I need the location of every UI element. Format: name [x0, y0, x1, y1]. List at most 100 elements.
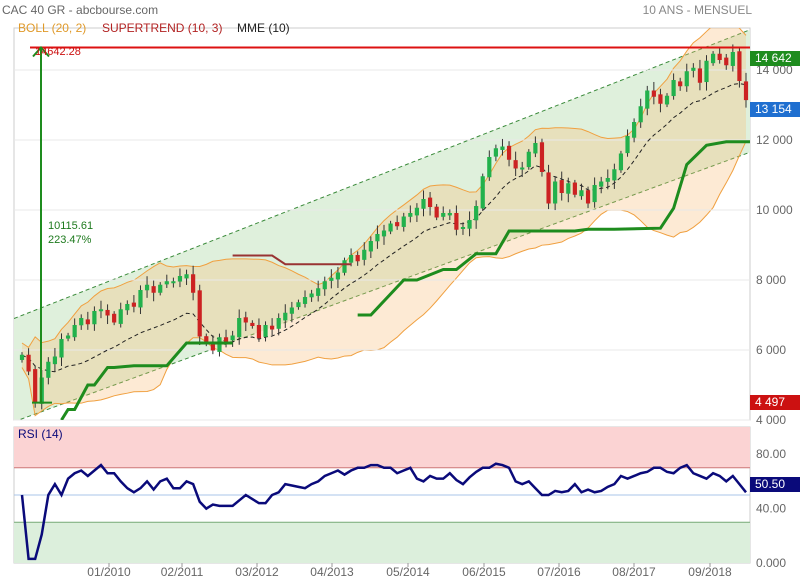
candle [46, 357, 51, 385]
candle-body [230, 335, 235, 341]
candle-body [342, 260, 347, 273]
supertrend-bull [60, 341, 233, 420]
candle [559, 171, 564, 201]
candle-body [237, 318, 242, 338]
candle [256, 318, 262, 342]
y-tick-label: 8 000 [756, 273, 786, 287]
candle-body [302, 297, 308, 304]
candle-body [381, 230, 387, 237]
candle-body [270, 325, 275, 330]
candle-body [638, 106, 643, 123]
legend-mme: MME (10) [237, 21, 290, 35]
price-tag-bottom-text: 4 497 [755, 395, 785, 409]
candle [276, 313, 281, 336]
candle-body [434, 206, 439, 218]
legend-boll: BOLL (20, 2) [18, 21, 86, 35]
candle [520, 161, 525, 178]
candle [671, 73, 676, 100]
candle [59, 333, 64, 367]
candle-body [256, 325, 262, 339]
rsi-line [20, 462, 747, 561]
candle-body [730, 52, 735, 66]
candle [138, 285, 143, 315]
candle-body [651, 90, 656, 97]
candle-body [335, 272, 341, 280]
candle-body [684, 71, 689, 87]
candle [414, 203, 420, 222]
candle-body [85, 319, 90, 325]
candle-body [487, 157, 492, 178]
candle [329, 269, 334, 289]
candle-body [243, 317, 248, 323]
legend-rsi: RSI (14) [18, 427, 63, 441]
candle-body [500, 146, 505, 150]
x-tick-label: 08/2017 [612, 565, 656, 579]
candle [408, 205, 413, 223]
candle-body [553, 181, 558, 204]
candle-body [618, 153, 624, 171]
y-tick-label: 14 000 [756, 63, 793, 77]
candle [592, 177, 597, 208]
candle [125, 300, 130, 315]
candle [691, 63, 696, 78]
candle-body [592, 185, 597, 203]
candle [26, 348, 31, 376]
candle-body [566, 183, 571, 194]
channel-lower-line [17, 151, 750, 420]
y-tick-label: 4 000 [756, 413, 786, 427]
candle [177, 268, 183, 288]
candle [480, 173, 485, 212]
candle-body [710, 53, 716, 64]
candle [342, 257, 347, 276]
candle-body [177, 276, 183, 282]
candle [283, 304, 288, 328]
candle-body [697, 68, 703, 83]
candle-body [441, 213, 446, 217]
candle [460, 222, 466, 235]
candle [368, 236, 373, 259]
candle-body [546, 172, 551, 204]
candle [421, 190, 426, 217]
candle-body [105, 309, 110, 316]
candle [737, 46, 742, 88]
candle-body [368, 241, 373, 252]
candle [316, 280, 321, 302]
candle-body [717, 53, 722, 60]
candle [171, 277, 176, 288]
bollinger-upper [21, 28, 747, 349]
candle-body [691, 67, 696, 71]
candle [434, 204, 439, 221]
gain-arrow-head [32, 46, 50, 58]
candle-body [263, 325, 268, 337]
candle-body [276, 318, 281, 329]
candle [79, 314, 84, 330]
candle-body [632, 122, 637, 138]
candle-body [125, 304, 130, 311]
legend-supertrend: SUPERTREND (10, 3) [102, 21, 222, 35]
rsi-overbought-zone [14, 427, 750, 468]
candle [388, 220, 393, 235]
candle-body [572, 182, 577, 195]
candle [697, 59, 703, 91]
candle [191, 265, 196, 301]
price-tag-last-text: 13 154 [755, 102, 792, 116]
y-tick-label: 10 000 [756, 203, 793, 217]
candle [309, 289, 314, 302]
candle-body [388, 223, 393, 232]
candle-body [184, 274, 189, 279]
candle [427, 192, 433, 216]
candle-body [704, 60, 709, 83]
rsi-y-tick-label: 0.000 [756, 556, 786, 570]
candle [572, 179, 577, 198]
candle [717, 47, 722, 64]
candle-body [118, 309, 123, 324]
price-tag-top-text: 14 642 [755, 51, 792, 65]
candle-body [151, 286, 156, 293]
candle [289, 301, 294, 323]
candle-body [605, 178, 610, 182]
candle-body [72, 325, 77, 338]
candle-body [447, 213, 452, 216]
candle [566, 177, 571, 203]
candle-body [460, 227, 466, 229]
